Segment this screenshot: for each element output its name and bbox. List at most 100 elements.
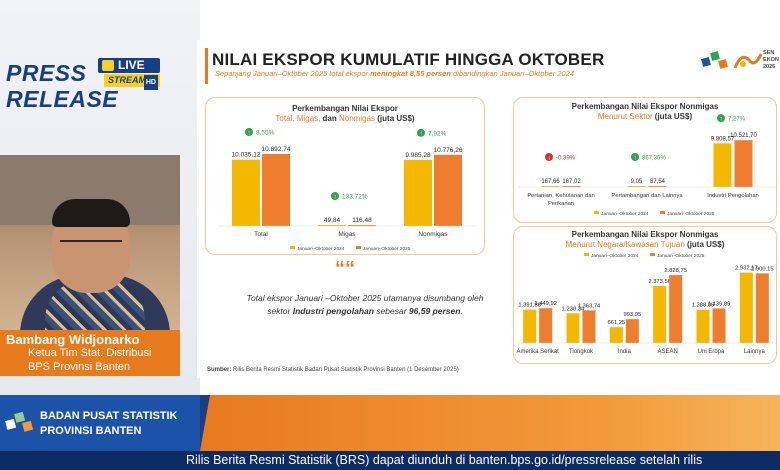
- speaker-name-plate: Bambang Widjonarko Ketua Tim Stat. Distr…: [0, 330, 180, 376]
- slide-subtitle: Sepanjang Januari–Oktober 2025 total eks…: [215, 69, 574, 78]
- category-label: Uni Eropa: [698, 349, 725, 355]
- bar-2025: [669, 275, 683, 343]
- logo-text: EKON: [763, 57, 779, 63]
- bar-2024: [609, 327, 623, 343]
- bar-2024: [523, 309, 537, 343]
- category-label: Lainnya: [744, 349, 766, 355]
- legend-swatch-2025: [356, 246, 361, 249]
- category-label: Nonmigas: [418, 231, 448, 238]
- change-label: 133,72%: [342, 194, 368, 201]
- ticker-text: Rilis Berita Resmi Statistik (BRS) dapat…: [186, 453, 703, 467]
- data-label: 2.373,56: [648, 279, 671, 285]
- live-label-box: LIVE: [98, 58, 160, 73]
- source-label: Sumber:: [207, 367, 232, 373]
- speaker-video: [0, 155, 180, 335]
- panel-subtitle: Menurut Negara/Kawasan Tujuan (juta US$): [514, 240, 776, 249]
- unit-label: (juta US$): [375, 114, 415, 123]
- change-label: 867,36%: [642, 156, 666, 162]
- bar-2024: [404, 160, 432, 226]
- live-label: LIVE: [118, 58, 145, 72]
- data-label: 993,95: [623, 312, 641, 318]
- data-label: 10.892,74: [262, 146, 291, 153]
- hd-label: HD: [143, 75, 158, 90]
- category-label: Pertambangan dan Lainnya: [611, 193, 683, 199]
- legend-label: Januari–Oktober 2024: [591, 253, 639, 259]
- category-label: Total: [254, 231, 268, 238]
- bar-2024: [232, 159, 260, 226]
- quote-text: Total ekspor Januari –Oktober 2025 utama…: [235, 292, 495, 318]
- legend-swatch-2024: [290, 246, 295, 249]
- legend-label: Januari–Oktober 2025: [667, 211, 715, 217]
- slide-title: NILAI EKSPOR KUMULATIF HINGGA OKTOBER: [212, 50, 605, 69]
- panel-subtitle: Total, Migas, dan Nonmigas (juta US$): [206, 114, 484, 123]
- bar-2025: [712, 308, 726, 343]
- subtitle-text: Sepanjang Januari–Oktober 2025 total eks…: [215, 69, 371, 78]
- subtitle-text: Total, Migas,: [275, 114, 323, 123]
- chart-sector: 167,66 167,02 ↓ -0,39% Pertanian, Kehutanan …: [518, 114, 776, 217]
- quote-part: Total ekspor Januari –Oktober 2025 utama…: [246, 293, 484, 316]
- legend-swatch-2025: [660, 211, 665, 214]
- sensus-ekonomi-logo-icon: [733, 53, 763, 69]
- subtitle-text: Nonmigas: [336, 114, 376, 123]
- title-accent-bar: [205, 48, 208, 84]
- bps-logo-icon: [701, 51, 728, 69]
- data-label: 9,05: [631, 179, 643, 185]
- unit-label: (juta US$): [684, 240, 725, 249]
- quote-highlight: 96,59 persen: [408, 306, 461, 316]
- category-label: Migas: [338, 231, 356, 238]
- change-arrow-glyph: ↑: [334, 194, 337, 200]
- presentation-slide: NILAI EKSPOR KUMULATIF HINGGA OKTOBER Se…: [197, 40, 780, 378]
- change-label: 7,27%: [728, 117, 746, 123]
- arrow-up-icon: [245, 128, 253, 137]
- category-label: Amerika Serikat: [516, 349, 559, 355]
- press-release-logo: PRESS RELEASE LIVE STREAM HD: [6, 58, 166, 118]
- subtitle-text: dan: [322, 114, 337, 123]
- panel-sector: Perkembangan Nilai Ekspor Nonmigas Menur…: [513, 97, 777, 223]
- bar-2024: [739, 272, 753, 343]
- bps-logo-icon: [5, 411, 34, 432]
- data-label: 661,25: [607, 320, 625, 326]
- arrow-up-icon: [417, 128, 425, 137]
- legend-label: Januari–Oktober 2025: [657, 253, 705, 259]
- data-label: 87,54: [650, 179, 666, 185]
- lower-third-title-bar: [200, 395, 780, 451]
- legend-swatch-2024: [584, 253, 589, 256]
- speaker-hair: [52, 199, 130, 227]
- data-label: 1.391,88: [518, 303, 541, 309]
- category-label: Tiongkok: [569, 349, 594, 355]
- quote-part: sebesar: [373, 306, 409, 316]
- live-indicator-icon: [102, 60, 114, 71]
- arrow-down-icon: [545, 153, 553, 161]
- data-label: 167,02: [562, 179, 581, 185]
- bar-2025: [582, 310, 596, 343]
- legend-label: Januari–Oktober 2024: [601, 211, 649, 217]
- change-arrow-glyph: ↑: [720, 116, 723, 122]
- bar-2025: [734, 140, 753, 187]
- bar-2024: [318, 225, 346, 226]
- bar-2025: [562, 186, 581, 187]
- data-label: 2.900,15: [751, 266, 774, 272]
- change-arrow-glyph: ↑: [248, 130, 251, 136]
- category-label: ASEAN: [657, 349, 677, 355]
- change-label: 7,92%: [428, 130, 447, 137]
- logo-text: SEN: [763, 50, 775, 56]
- broadcast-subtitle: Inflasi, NTP, EKspor-Impor dan Pariwisat…: [218, 29, 460, 44]
- change-arrow-glyph: ↓: [548, 155, 551, 161]
- panel-title: Perkembangan Nilai Ekspor Nonmigas: [571, 230, 719, 239]
- data-label: 116,48: [352, 217, 372, 224]
- category-label: Industri Pengolahan: [707, 193, 759, 199]
- category-label: Pertanian, Kehutanan dan: [527, 193, 594, 199]
- subtitle-highlight: meningkat 8,55 persen: [370, 69, 451, 78]
- bar-2024: [713, 143, 732, 187]
- bar-2024: [566, 313, 580, 343]
- news-ticker: Rilis Berita Resmi Statistik (BRS) dapat…: [0, 451, 780, 470]
- speaker-organization: BPS Provinsi Banten: [28, 361, 131, 373]
- bar-2025: [648, 186, 667, 187]
- quote-highlight: Industri pengolahan: [292, 306, 374, 316]
- subtitle-text: dibandingkan Januari–Oktober 2024: [450, 69, 574, 78]
- bar-2025: [625, 319, 639, 343]
- press-word: PRESS: [6, 60, 87, 86]
- data-label: 9.985,28: [405, 152, 431, 159]
- unit-label: (juta US$): [652, 112, 693, 121]
